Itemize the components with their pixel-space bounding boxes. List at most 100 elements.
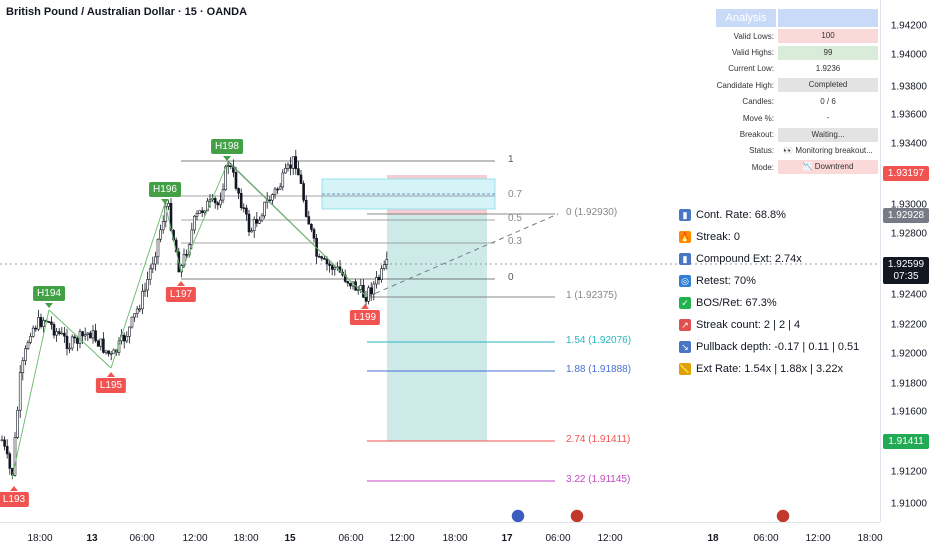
price-chart[interactable] bbox=[0, 0, 880, 522]
swing-label-l195: L195 bbox=[95, 378, 127, 393]
stat-row: 🔥 Streak: 0 bbox=[679, 226, 859, 248]
candle-body bbox=[133, 313, 136, 318]
candle-body bbox=[247, 213, 251, 233]
candle-body bbox=[268, 199, 272, 202]
candle-body bbox=[24, 348, 27, 361]
candle-body bbox=[380, 268, 383, 281]
candle-body bbox=[294, 156, 298, 169]
time-tick-label: 06:00 bbox=[129, 533, 155, 544]
candle-body bbox=[73, 336, 77, 339]
candle-body bbox=[18, 372, 22, 411]
economic-event-flag-icon[interactable] bbox=[510, 508, 526, 522]
analysis-value: 1.9236 bbox=[778, 61, 878, 76]
candle-body bbox=[104, 350, 108, 353]
analysis-header: Analysis bbox=[716, 9, 776, 27]
extension-label: 1.88 (1.91888) bbox=[566, 364, 632, 375]
candle-body bbox=[159, 229, 162, 240]
time-tick-label: 06:00 bbox=[338, 533, 364, 544]
candle-body bbox=[68, 347, 71, 350]
candle-body bbox=[312, 229, 316, 239]
countdown-tag: 07:35 bbox=[883, 269, 929, 284]
stat-row: ▮ Cont. Rate: 68.8% bbox=[679, 204, 859, 226]
candle-body bbox=[325, 258, 329, 265]
candle-body bbox=[39, 317, 43, 327]
candle-body bbox=[273, 188, 277, 195]
price-tag-red: 1.93197 bbox=[883, 166, 929, 181]
price-tick-label: 1.92800 bbox=[890, 228, 927, 240]
analysis-row: Candidate High: Completed bbox=[716, 77, 878, 93]
candle-body bbox=[167, 202, 170, 207]
price-tick-label: 1.94200 bbox=[890, 20, 927, 32]
swing-pointer bbox=[107, 372, 115, 377]
candle-body bbox=[50, 321, 53, 325]
candle-body bbox=[195, 213, 199, 217]
candle-body bbox=[60, 332, 64, 335]
candle-body bbox=[8, 453, 12, 469]
candle-body bbox=[291, 156, 295, 169]
extension-label: 1.54 (1.92076) bbox=[566, 335, 632, 346]
candle-body bbox=[255, 219, 259, 224]
candle-body bbox=[154, 256, 157, 265]
bar-chart-icon: ▮ bbox=[679, 209, 691, 221]
analysis-key: Breakout: bbox=[739, 130, 774, 140]
candle-body bbox=[47, 321, 51, 323]
candle-body bbox=[234, 172, 238, 189]
analysis-row: Valid Lows: 100 bbox=[716, 28, 878, 44]
time-axis[interactable]: 18:00 13 06:00 12:00 18:00 15 06:00 12:00 18:00 1… bbox=[0, 522, 883, 551]
time-tick-label: 18:00 bbox=[442, 533, 468, 544]
candle-body bbox=[26, 342, 30, 349]
candle-body bbox=[21, 360, 25, 374]
candle-body bbox=[34, 327, 38, 330]
candle-body bbox=[3, 439, 6, 447]
candle-body bbox=[96, 340, 100, 347]
analysis-key: Valid Highs: bbox=[731, 48, 774, 58]
candle-body bbox=[286, 164, 290, 169]
candle-body bbox=[362, 285, 365, 298]
candle-body bbox=[122, 334, 126, 342]
analysis-row: Candles: 0 / 6 bbox=[716, 94, 878, 110]
analysis-key: Mode: bbox=[751, 162, 774, 172]
analysis-row: Mode: 📉 Downtrend bbox=[716, 159, 878, 175]
candle-body bbox=[91, 330, 95, 339]
candle-body bbox=[382, 264, 386, 269]
price-tick-label: 1.91200 bbox=[890, 466, 927, 478]
candle-body bbox=[83, 334, 87, 337]
candle-body bbox=[302, 183, 305, 201]
swing-label-l193: L193 bbox=[0, 492, 30, 507]
swing-pointer bbox=[45, 303, 53, 308]
candle-body bbox=[143, 289, 147, 292]
candle-body bbox=[369, 287, 373, 295]
time-tick-label: 17 bbox=[501, 533, 513, 544]
analysis-key: Valid Lows: bbox=[733, 31, 774, 41]
swing-label-l197: L197 bbox=[165, 287, 197, 302]
stat-row: ↗ Streak count: 2 | 2 | 4 bbox=[679, 314, 859, 336]
price-axis[interactable]: 1.94200 1.94000 1.93800 1.93600 1.93400 1.930… bbox=[880, 0, 932, 522]
price-tick-label: 1.93600 bbox=[890, 109, 927, 121]
economic-event-flag-icon[interactable] bbox=[775, 508, 791, 522]
profit-zone bbox=[387, 175, 487, 441]
candle-body bbox=[135, 308, 139, 314]
analysis-value: 100 bbox=[778, 29, 878, 44]
swing-pointer bbox=[177, 281, 185, 286]
economic-event-flag-icon[interactable] bbox=[569, 508, 585, 522]
price-tick-label: 1.94000 bbox=[890, 49, 927, 61]
trend-down-icon: ↘ bbox=[679, 341, 691, 353]
candle-body bbox=[29, 336, 32, 343]
candle-body bbox=[146, 279, 149, 291]
fib-label: 1 bbox=[508, 154, 514, 165]
symbol-title: British Pound / Australian Dollar · 15 ·… bbox=[6, 6, 248, 18]
candle-body bbox=[385, 259, 389, 265]
candle-body bbox=[190, 229, 194, 246]
candle-body bbox=[252, 219, 256, 231]
candle-body bbox=[65, 335, 69, 349]
swing-connector bbox=[110, 202, 166, 369]
analysis-key: Candidate High: bbox=[716, 80, 774, 90]
candle-body bbox=[86, 332, 90, 335]
current-price-tag: 1.92599 bbox=[883, 257, 929, 272]
time-tick-label: 12:00 bbox=[182, 533, 208, 544]
candle-body bbox=[299, 174, 303, 184]
swing-connector bbox=[164, 202, 182, 273]
analysis-key: Candles: bbox=[742, 97, 774, 107]
candle-body bbox=[333, 267, 337, 270]
